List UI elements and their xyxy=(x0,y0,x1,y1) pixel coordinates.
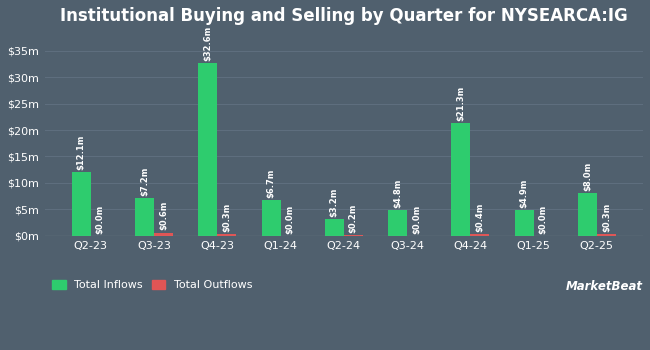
Text: $32.6m: $32.6m xyxy=(203,26,213,61)
Bar xyxy=(344,235,363,236)
Text: $0.0m: $0.0m xyxy=(539,204,547,234)
Text: $0.3m: $0.3m xyxy=(602,203,611,232)
Bar xyxy=(578,194,597,236)
Bar xyxy=(597,234,616,236)
Text: $4.8m: $4.8m xyxy=(393,179,402,208)
Bar xyxy=(135,198,154,236)
Text: $0.6m: $0.6m xyxy=(159,201,168,231)
Text: $0.0m: $0.0m xyxy=(412,204,421,234)
Text: $21.3m: $21.3m xyxy=(456,86,465,121)
Text: $0.4m: $0.4m xyxy=(475,202,484,232)
Title: Institutional Buying and Selling by Quarter for NYSEARCA:IG: Institutional Buying and Selling by Quar… xyxy=(60,7,628,25)
Text: $8.0m: $8.0m xyxy=(583,162,592,191)
Bar xyxy=(515,210,534,236)
Bar xyxy=(451,123,471,236)
Bar xyxy=(388,210,407,236)
Bar xyxy=(72,172,91,236)
Bar xyxy=(261,200,281,236)
Text: $0.0m: $0.0m xyxy=(96,204,105,234)
Bar xyxy=(325,219,344,236)
Text: MarketBeat: MarketBeat xyxy=(566,280,643,293)
Legend: Total Inflows, Total Outflows: Total Inflows, Total Outflows xyxy=(50,278,255,292)
Text: $12.1m: $12.1m xyxy=(77,134,86,170)
Bar xyxy=(217,234,236,236)
Text: $0.0m: $0.0m xyxy=(285,204,294,234)
Text: $0.3m: $0.3m xyxy=(222,203,231,232)
Bar xyxy=(198,63,217,236)
Text: $3.2m: $3.2m xyxy=(330,187,339,217)
Bar xyxy=(154,233,173,236)
Bar xyxy=(471,234,489,236)
Text: $6.7m: $6.7m xyxy=(266,169,276,198)
Text: $7.2m: $7.2m xyxy=(140,166,149,196)
Text: $4.9m: $4.9m xyxy=(519,178,528,208)
Text: $0.2m: $0.2m xyxy=(349,203,358,233)
